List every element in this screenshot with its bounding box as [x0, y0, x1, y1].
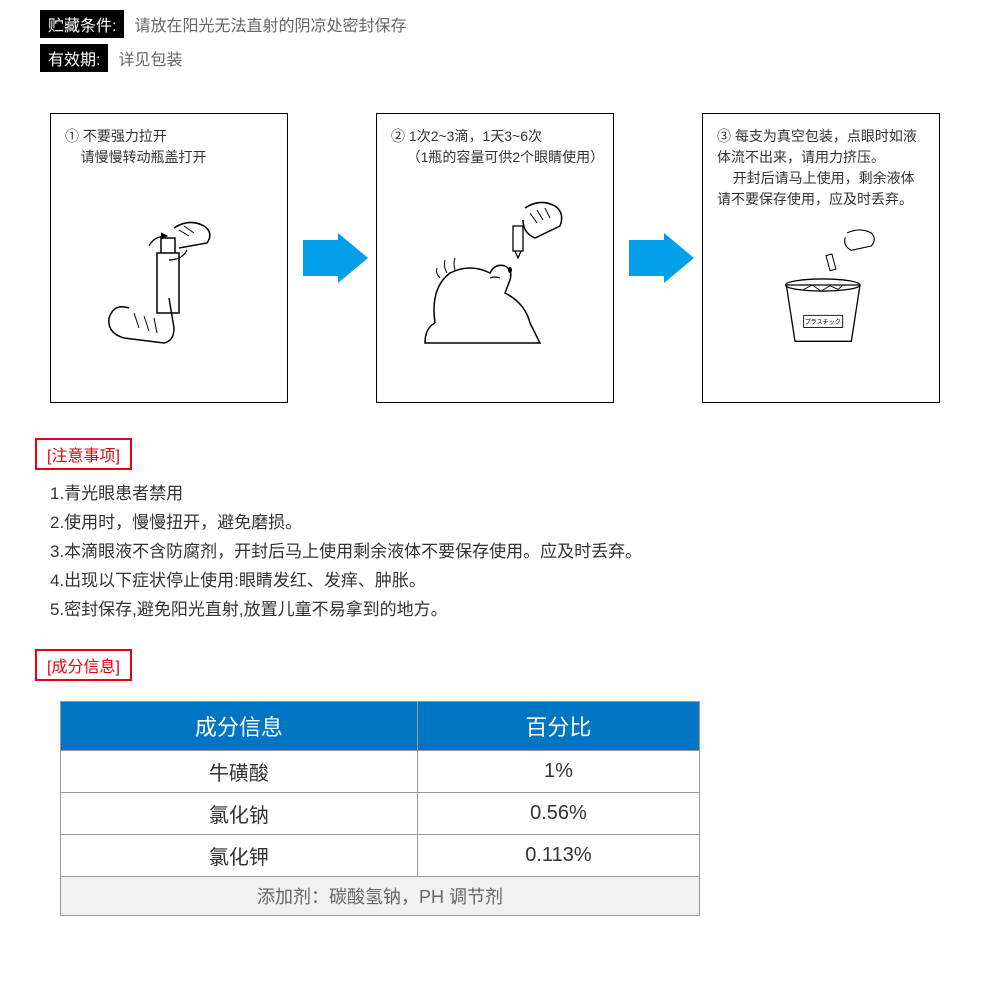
step-1-illustration — [65, 178, 273, 358]
precautions-title: [注意事项] — [35, 438, 132, 470]
additive-row: 添加剂：碳酸氢钠，PH 调节剂 — [61, 877, 700, 916]
precaution-item: 3.本滴眼液不含防腐剂，开封后马上使用剩余液体不要保存使用。应及时丢弃。 — [50, 538, 955, 567]
storage-row: 贮藏条件: 请放在阳光无法直射的阴凉处密封保存 — [40, 10, 950, 38]
ingredient-percent: 0.56% — [417, 793, 699, 835]
step-3-line2: 开封后请马上使用，剩余液体请不要保存使用，应及时丢弃。 — [717, 170, 915, 207]
precaution-item: 5.密封保存,避免阳光直射,放置儿童不易拿到的地方。 — [50, 596, 955, 625]
dispose-icon: プラスチック — [743, 220, 899, 350]
additive-text: 添加剂：碳酸氢钠，PH 调节剂 — [61, 877, 700, 916]
step-2-line1: 1次2~3滴，1天3~6次 — [409, 128, 542, 144]
storage-label: 贮藏条件: — [40, 10, 124, 38]
expiry-label: 有效期: — [40, 44, 108, 72]
ingredient-name: 牛磺酸 — [61, 751, 418, 793]
header-info: 贮藏条件: 请放在阳光无法直射的阴凉处密封保存 有效期: 详见包装 — [0, 0, 990, 83]
ingredient-percent: 0.113% — [417, 835, 699, 877]
step-2-num: ② — [391, 128, 405, 144]
step-1: ① 不要强力拉开 请慢慢转动瓶盖打开 — [50, 113, 288, 403]
step-2: ② 1次2~3滴，1天3~6次 （1瓶的容量可供2个眼睛使用） — [376, 113, 614, 403]
step-3: ③ 每支为真空包装，点眼时如液体流不出来，请用力挤压。 开封后请马上使用，剩余液… — [702, 113, 940, 403]
apply-drops-icon — [395, 178, 595, 358]
arrow-2 — [629, 233, 687, 283]
ingredients-title: [成分信息] — [35, 649, 132, 681]
header-percent: 百分比 — [417, 702, 699, 751]
step-2-illustration — [391, 178, 599, 358]
table-row: 牛磺酸 1% — [61, 751, 700, 793]
step-1-text: ① 不要强力拉开 请慢慢转动瓶盖打开 — [65, 126, 273, 168]
step-3-num: ③ — [717, 128, 731, 144]
step-3-illustration: プラスチック — [717, 220, 925, 350]
arrow-1 — [303, 233, 361, 283]
precaution-item: 4.出现以下症状停止使用:眼睛发红、发痒、肿胀。 — [50, 567, 955, 596]
expiry-text: 详见包装 — [118, 46, 182, 70]
step-3-line1: 每支为真空包装，点眼时如液体流不出来，请用力挤压。 — [717, 128, 917, 165]
step-1-num: ① — [65, 128, 79, 144]
step-1-line1: 不要强力拉开 — [83, 128, 167, 144]
table-row: 氯化钾 0.113% — [61, 835, 700, 877]
ingredient-name: 氯化钾 — [61, 835, 418, 877]
step-3-text: ③ 每支为真空包装，点眼时如液体流不出来，请用力挤压。 开封后请马上使用，剩余液… — [717, 126, 925, 210]
bin-label-text: プラスチック — [805, 319, 841, 326]
usage-steps: ① 不要强力拉开 请慢慢转动瓶盖打开 — [0, 83, 990, 428]
step-1-line2: 请慢慢转动瓶盖打开 — [81, 149, 207, 165]
precaution-item: 2.使用时，慢慢扭开，避免磨损。 — [50, 509, 955, 538]
precaution-item: 1.青光眼患者禁用 — [50, 480, 955, 509]
ingredients-table: 成分信息 百分比 牛磺酸 1% 氯化钠 0.56% 氯化钾 0.113% 添加剂… — [60, 701, 700, 916]
step-2-line2: （1瓶的容量可供2个眼睛使用） — [407, 149, 605, 165]
ingredient-percent: 1% — [417, 751, 699, 793]
step-2-text: ② 1次2~3滴，1天3~6次 （1瓶的容量可供2个眼睛使用） — [391, 126, 599, 168]
storage-text: 请放在阳光无法直射的阴凉处密封保存 — [134, 12, 406, 36]
expiry-row: 有效期: 详见包装 — [40, 44, 950, 72]
precautions-list: 1.青光眼患者禁用 2.使用时，慢慢扭开，避免磨损。 3.本滴眼液不含防腐剂，开… — [0, 480, 990, 639]
header-ingredient: 成分信息 — [61, 702, 418, 751]
ingredient-name: 氯化钠 — [61, 793, 418, 835]
table-header-row: 成分信息 百分比 — [61, 702, 700, 751]
table-row: 氯化钠 0.56% — [61, 793, 700, 835]
open-bottle-icon — [79, 178, 259, 358]
